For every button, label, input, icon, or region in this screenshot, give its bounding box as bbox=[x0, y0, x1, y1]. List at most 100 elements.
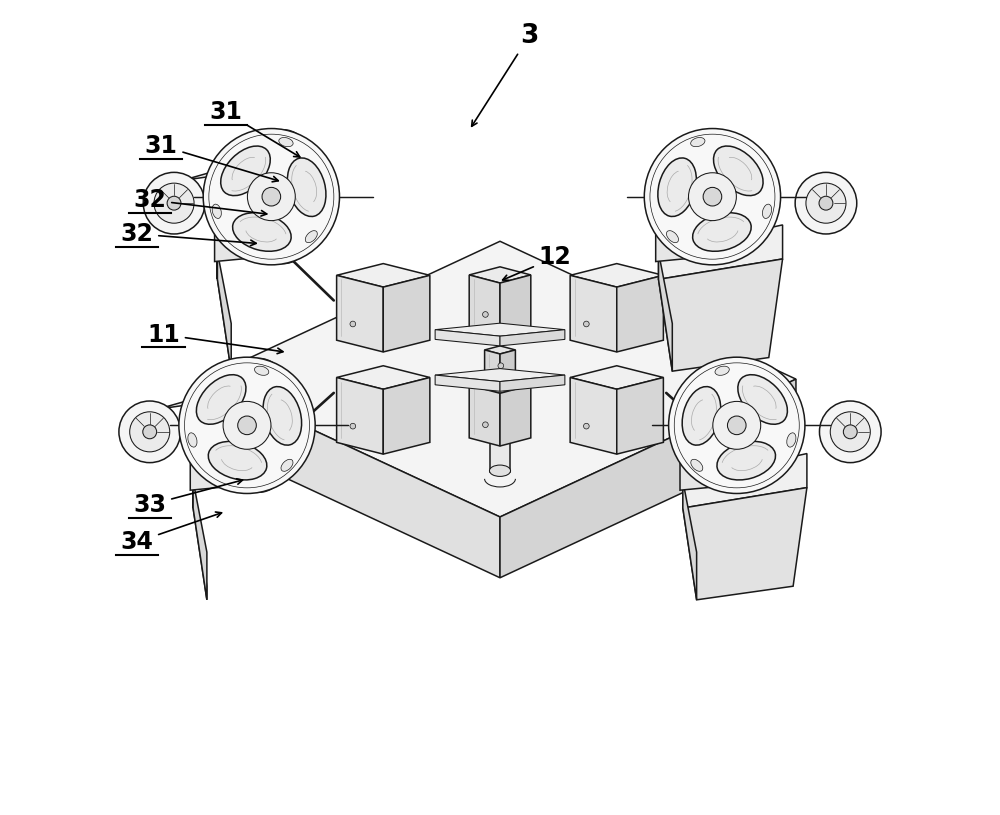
Ellipse shape bbox=[281, 460, 293, 471]
Ellipse shape bbox=[256, 151, 311, 242]
Ellipse shape bbox=[299, 162, 307, 170]
Ellipse shape bbox=[666, 231, 678, 243]
Polygon shape bbox=[190, 378, 255, 490]
Polygon shape bbox=[659, 259, 783, 371]
Ellipse shape bbox=[279, 138, 293, 147]
Ellipse shape bbox=[220, 359, 298, 492]
Polygon shape bbox=[204, 379, 500, 578]
Polygon shape bbox=[435, 368, 565, 381]
Polygon shape bbox=[570, 263, 663, 287]
Ellipse shape bbox=[715, 366, 729, 376]
Polygon shape bbox=[217, 252, 231, 371]
Ellipse shape bbox=[717, 452, 726, 460]
Ellipse shape bbox=[644, 129, 781, 265]
Polygon shape bbox=[158, 378, 255, 409]
Polygon shape bbox=[469, 275, 500, 336]
Ellipse shape bbox=[843, 425, 857, 438]
Text: 31: 31 bbox=[210, 100, 300, 157]
Ellipse shape bbox=[717, 391, 726, 399]
Polygon shape bbox=[193, 487, 207, 600]
Polygon shape bbox=[229, 378, 255, 484]
Polygon shape bbox=[500, 385, 531, 446]
Polygon shape bbox=[337, 366, 430, 390]
Polygon shape bbox=[193, 481, 207, 600]
Ellipse shape bbox=[196, 375, 246, 425]
Ellipse shape bbox=[350, 423, 356, 429]
Ellipse shape bbox=[498, 363, 504, 368]
Polygon shape bbox=[683, 454, 807, 508]
Ellipse shape bbox=[489, 465, 511, 477]
Ellipse shape bbox=[154, 183, 194, 223]
Ellipse shape bbox=[274, 391, 283, 399]
Ellipse shape bbox=[232, 380, 286, 471]
Text: 32: 32 bbox=[120, 222, 256, 246]
Ellipse shape bbox=[830, 412, 870, 452]
Ellipse shape bbox=[212, 205, 221, 218]
Ellipse shape bbox=[738, 375, 787, 425]
Ellipse shape bbox=[693, 222, 701, 231]
Ellipse shape bbox=[806, 183, 846, 223]
Ellipse shape bbox=[669, 357, 805, 494]
Ellipse shape bbox=[714, 380, 768, 471]
Ellipse shape bbox=[678, 130, 755, 263]
Polygon shape bbox=[721, 150, 746, 255]
Ellipse shape bbox=[260, 222, 268, 231]
Ellipse shape bbox=[223, 402, 271, 449]
Ellipse shape bbox=[179, 357, 315, 494]
Ellipse shape bbox=[245, 130, 322, 263]
Ellipse shape bbox=[236, 452, 244, 460]
Ellipse shape bbox=[691, 460, 703, 471]
Polygon shape bbox=[683, 487, 807, 600]
Ellipse shape bbox=[714, 146, 763, 196]
Polygon shape bbox=[500, 329, 565, 346]
Ellipse shape bbox=[287, 158, 326, 217]
Polygon shape bbox=[204, 241, 796, 517]
Polygon shape bbox=[217, 259, 231, 371]
Polygon shape bbox=[656, 150, 753, 180]
Ellipse shape bbox=[795, 172, 857, 234]
Polygon shape bbox=[383, 275, 430, 352]
Ellipse shape bbox=[713, 402, 761, 449]
Text: 32: 32 bbox=[133, 188, 267, 216]
Ellipse shape bbox=[819, 196, 833, 210]
Polygon shape bbox=[683, 481, 697, 600]
Ellipse shape bbox=[756, 391, 764, 399]
Polygon shape bbox=[680, 378, 777, 409]
Polygon shape bbox=[435, 329, 500, 346]
Polygon shape bbox=[656, 150, 721, 262]
Polygon shape bbox=[469, 267, 531, 283]
Polygon shape bbox=[500, 379, 796, 578]
Ellipse shape bbox=[702, 359, 780, 492]
Ellipse shape bbox=[483, 311, 488, 317]
Polygon shape bbox=[485, 350, 500, 375]
Ellipse shape bbox=[350, 321, 356, 327]
Ellipse shape bbox=[693, 213, 751, 251]
Polygon shape bbox=[680, 378, 745, 490]
Polygon shape bbox=[337, 275, 383, 352]
Polygon shape bbox=[570, 275, 617, 352]
Ellipse shape bbox=[263, 386, 302, 445]
Ellipse shape bbox=[732, 162, 740, 170]
Ellipse shape bbox=[727, 416, 746, 434]
Polygon shape bbox=[435, 375, 500, 391]
Text: 12: 12 bbox=[503, 245, 572, 280]
Ellipse shape bbox=[489, 379, 511, 390]
Polygon shape bbox=[665, 177, 712, 237]
Ellipse shape bbox=[188, 433, 197, 447]
Ellipse shape bbox=[238, 416, 256, 434]
Ellipse shape bbox=[260, 162, 268, 170]
Ellipse shape bbox=[703, 187, 722, 206]
Polygon shape bbox=[182, 150, 279, 180]
Polygon shape bbox=[224, 177, 271, 237]
Polygon shape bbox=[469, 377, 531, 394]
Ellipse shape bbox=[167, 196, 181, 210]
Ellipse shape bbox=[236, 391, 244, 399]
Polygon shape bbox=[435, 324, 565, 336]
Ellipse shape bbox=[732, 222, 740, 231]
Ellipse shape bbox=[682, 386, 721, 445]
Polygon shape bbox=[617, 275, 663, 352]
Ellipse shape bbox=[208, 442, 267, 480]
Ellipse shape bbox=[221, 146, 270, 196]
Polygon shape bbox=[485, 346, 515, 354]
Ellipse shape bbox=[143, 425, 157, 438]
